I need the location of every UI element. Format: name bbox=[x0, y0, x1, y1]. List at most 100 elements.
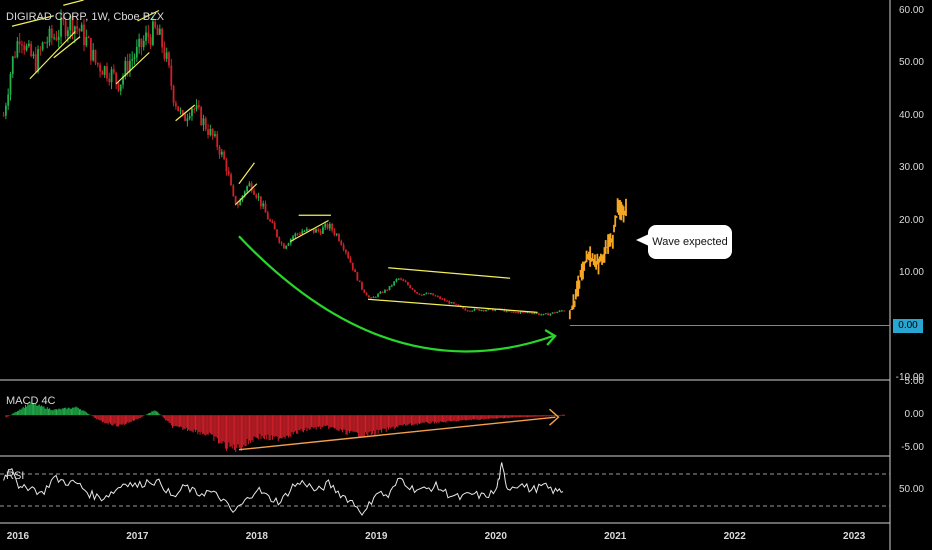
price-candle bbox=[427, 293, 430, 295]
x-tick-2021: 2021 bbox=[604, 531, 627, 542]
price-candle bbox=[384, 289, 386, 293]
price-candle bbox=[193, 108, 196, 110]
price-candle bbox=[554, 312, 556, 314]
price-candle bbox=[112, 69, 115, 73]
price-candle bbox=[131, 59, 134, 61]
pattern-line-12 bbox=[388, 267, 511, 279]
macd-trend-line bbox=[238, 416, 556, 451]
price-candle bbox=[202, 118, 205, 126]
price-candle bbox=[282, 243, 285, 249]
wave-expected-callout[interactable]: Wave expected bbox=[648, 225, 732, 259]
price-candle bbox=[174, 103, 177, 107]
price-candle bbox=[351, 262, 354, 270]
pattern-line-3 bbox=[63, 0, 84, 6]
x-tick-2023: 2023 bbox=[843, 531, 866, 542]
price-candle bbox=[413, 289, 416, 293]
price-candle bbox=[218, 147, 221, 155]
price-candle bbox=[41, 42, 44, 50]
price-candle bbox=[50, 28, 53, 38]
price-candle bbox=[492, 308, 494, 311]
x-tick-2019: 2019 bbox=[365, 531, 388, 542]
price-candle bbox=[319, 231, 322, 234]
price-candle bbox=[485, 310, 487, 312]
price-candle bbox=[184, 114, 186, 122]
price-candle bbox=[117, 82, 120, 91]
price-candle bbox=[156, 27, 159, 35]
pattern-line-7 bbox=[234, 183, 258, 206]
price-candle bbox=[46, 42, 49, 44]
price-candle bbox=[549, 313, 552, 316]
x-tick-2017: 2017 bbox=[126, 531, 149, 542]
price-tick-2: 40.00 bbox=[898, 109, 924, 121]
price-candle bbox=[106, 66, 108, 79]
price-candle bbox=[250, 183, 253, 191]
price-candle bbox=[57, 36, 60, 40]
pattern-line-0 bbox=[29, 31, 76, 80]
price-candle bbox=[124, 60, 127, 77]
price-candle bbox=[115, 72, 118, 83]
price-candle bbox=[487, 308, 490, 311]
price-candle bbox=[365, 292, 368, 296]
price-candle bbox=[420, 294, 423, 296]
price-candle bbox=[416, 292, 419, 294]
price-candle bbox=[16, 41, 19, 58]
price-candle bbox=[186, 118, 189, 122]
price-candle bbox=[425, 293, 428, 295]
price-candle bbox=[292, 236, 294, 239]
price-candle bbox=[214, 134, 216, 136]
price-candle bbox=[512, 311, 515, 313]
pattern-line-4 bbox=[115, 52, 150, 85]
price-candle bbox=[395, 279, 398, 282]
price-candle bbox=[423, 293, 425, 296]
price-candle bbox=[402, 279, 405, 282]
price-candle bbox=[37, 49, 39, 72]
price-candle bbox=[80, 24, 83, 32]
price-candle bbox=[296, 233, 299, 235]
price-candle bbox=[48, 28, 51, 43]
price-candle bbox=[494, 309, 497, 311]
price-candle bbox=[390, 285, 393, 287]
price-candle bbox=[469, 310, 471, 312]
price-candle bbox=[331, 223, 334, 231]
price-candle bbox=[239, 200, 242, 206]
price-candle bbox=[246, 186, 249, 192]
price-candle bbox=[478, 309, 481, 311]
price-candle bbox=[129, 60, 131, 72]
callout-pointer bbox=[636, 234, 649, 246]
price-candle bbox=[92, 49, 95, 61]
price-candle bbox=[563, 310, 566, 312]
price-tick-5: 10.00 bbox=[898, 267, 924, 278]
price-candle bbox=[482, 310, 485, 312]
price-candle bbox=[450, 302, 453, 304]
pattern-line-8 bbox=[238, 162, 255, 185]
price-candle bbox=[381, 291, 384, 293]
price-candle bbox=[53, 37, 56, 39]
price-candle bbox=[32, 54, 35, 57]
price-candle bbox=[227, 171, 230, 175]
price-candle bbox=[448, 300, 451, 304]
macd-panel-label: MACD 4C bbox=[6, 395, 56, 407]
price-candle bbox=[418, 293, 421, 295]
price-candle bbox=[407, 282, 409, 286]
bottom-arc bbox=[238, 235, 554, 353]
pattern-line-2 bbox=[53, 36, 81, 59]
price-candle bbox=[234, 195, 237, 205]
price-candle bbox=[409, 285, 412, 289]
price-candle bbox=[328, 223, 331, 229]
price-candle bbox=[39, 49, 42, 51]
price-candle bbox=[232, 185, 235, 196]
price-candle bbox=[237, 204, 239, 206]
price-candle bbox=[508, 310, 510, 312]
price-candle bbox=[303, 231, 306, 233]
price-candle bbox=[537, 313, 540, 315]
chart-title: DIGIRAD CORP, 1W, Cboe BZX bbox=[6, 11, 165, 23]
price-candle bbox=[223, 151, 226, 160]
rsi-line bbox=[0, 462, 890, 516]
price-candle bbox=[62, 17, 65, 21]
price-candle bbox=[230, 174, 232, 186]
price-candle bbox=[379, 291, 382, 294]
price-candle bbox=[243, 191, 246, 196]
price-candle bbox=[154, 21, 157, 28]
macd-tick-0: 5.00 bbox=[904, 376, 924, 387]
